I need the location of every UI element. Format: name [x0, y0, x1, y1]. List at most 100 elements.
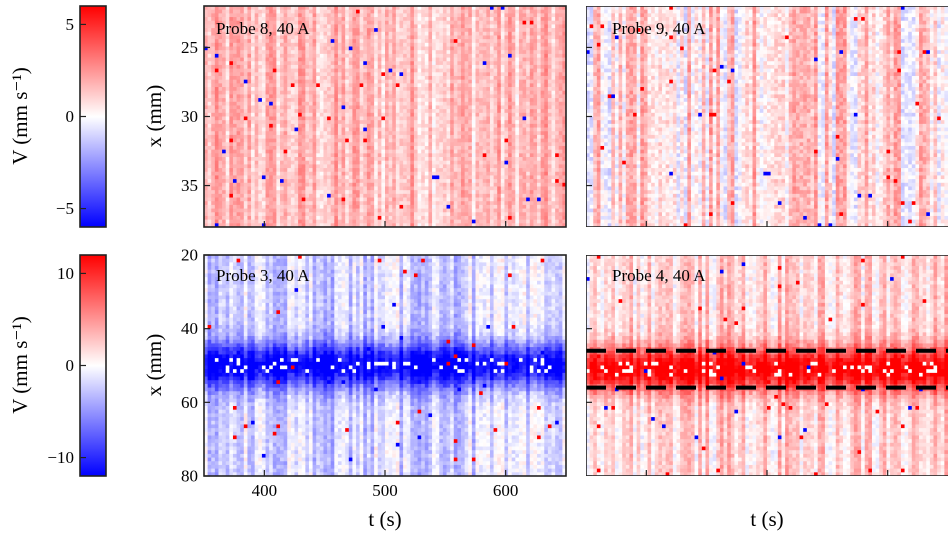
heatmap-cell: [475, 13, 480, 18]
heatmap-cell: [308, 42, 313, 47]
heatmap-cell: [475, 131, 480, 136]
heatmap-cell: [218, 131, 223, 136]
heatmap-cell: [254, 109, 259, 114]
heatmap-cell: [406, 94, 411, 99]
heatmap-cell: [359, 75, 364, 81]
heatmap-cell: [417, 24, 422, 29]
heatmap-cell: [261, 208, 266, 213]
heatmap-cell: [428, 13, 433, 18]
heatmap-cell: [381, 219, 386, 224]
heatmap-cell: [319, 175, 324, 180]
heatmap-cell: [435, 123, 440, 128]
heatmap-cell: [258, 50, 263, 55]
heatmap-cell: [341, 112, 346, 117]
heatmap-cell: [214, 153, 219, 158]
heatmap-cell: [316, 6, 321, 11]
heatmap-cell: [442, 164, 447, 169]
heatmap-cell: [298, 175, 303, 180]
heatmap-cell: [385, 28, 390, 33]
heatmap-cell: [471, 79, 476, 84]
heatmap-cell: [337, 50, 342, 55]
heatmap-cell: [258, 9, 263, 14]
heatmap-cell: [207, 75, 212, 81]
heatmap-cell: [229, 109, 234, 114]
heatmap-cell: [453, 157, 458, 162]
heatmap-cell: [222, 112, 227, 117]
heatmap-cell: [395, 35, 400, 40]
heatmap-cell: [446, 215, 451, 221]
heatmap-cell: [258, 197, 263, 202]
heatmap-cell: [251, 212, 256, 217]
heatmap-cell: [435, 168, 440, 173]
heatmap-cell: [377, 90, 382, 95]
heatmap-cell: [413, 17, 418, 22]
heatmap-cell: [243, 39, 248, 44]
heatmap-cell: [486, 142, 491, 147]
heatmap-cell: [374, 127, 379, 132]
heatmap-cell: [457, 212, 462, 217]
heatmap-cell: [287, 219, 292, 224]
heatmap-cell: [421, 164, 426, 169]
heatmap-cell: [229, 17, 234, 22]
heatmap-cell: [352, 24, 357, 29]
heatmap-cell: [327, 134, 332, 139]
heatmap-cell: [236, 116, 241, 121]
heatmap-cell: [457, 219, 462, 224]
heatmap-cell: [283, 20, 288, 25]
heatmap-cell: [497, 127, 502, 132]
heatmap-cell: [240, 201, 245, 206]
heatmap-cell: [214, 215, 219, 221]
heatmap-cell: [435, 53, 440, 58]
heatmap-cell: [457, 64, 462, 70]
heatmap-cell: [395, 212, 400, 217]
heatmap-cell: [377, 145, 382, 151]
heatmap-cell: [280, 215, 285, 221]
heatmap-cell: [366, 17, 371, 22]
heatmap-cell: [482, 201, 487, 206]
heatmap-cell: [377, 17, 382, 22]
heatmap-cell: [269, 42, 274, 47]
heatmap-cell: [377, 109, 382, 114]
heatmap-cell: [439, 127, 444, 132]
heatmap-cell: [218, 31, 223, 36]
heatmap-cell: [450, 127, 455, 132]
heatmap-cell: [450, 149, 455, 154]
heatmap-cell: [446, 212, 451, 217]
heatmap-cell: [399, 153, 404, 158]
heatmap-cell: [479, 164, 484, 169]
heatmap-cell: [435, 145, 440, 151]
heatmap-cell: [377, 87, 382, 92]
heatmap-cell: [406, 72, 411, 77]
heatmap-cell: [410, 87, 415, 92]
heatmap-cell: [211, 131, 216, 136]
heatmap-cell: [265, 57, 270, 62]
heatmap-cell: [280, 204, 285, 209]
heatmap-cell: [327, 53, 332, 58]
heatmap-cell: [254, 145, 259, 151]
heatmap-cell: [489, 208, 494, 213]
heatmap-cell: [385, 87, 390, 92]
heatmap-cell: [417, 75, 422, 81]
heatmap-cell: [442, 142, 447, 147]
heatmap-cell: [464, 13, 469, 18]
heatmap-cell: [475, 98, 480, 103]
heatmap-cell: [345, 112, 350, 117]
heatmap-cell: [330, 105, 335, 110]
heatmap-cell: [330, 157, 335, 162]
heatmap-cell: [298, 160, 303, 165]
heatmap-cell: [247, 87, 252, 92]
heatmap-cell: [312, 31, 317, 36]
heatmap-cell: [403, 131, 408, 136]
heatmap-cell: [493, 127, 498, 132]
heatmap-cell: [399, 190, 404, 195]
heatmap-cell: [261, 13, 266, 18]
heatmap-cell: [287, 168, 292, 173]
heatmap-cell: [229, 149, 234, 154]
heatmap-cell: [312, 109, 317, 114]
heatmap-cell: [334, 149, 339, 154]
heatmap-cell: [290, 24, 295, 29]
heatmap-cell: [356, 127, 361, 132]
heatmap-cell: [334, 179, 339, 184]
heatmap-cell: [352, 64, 357, 70]
heatmap-cell: [323, 109, 328, 114]
